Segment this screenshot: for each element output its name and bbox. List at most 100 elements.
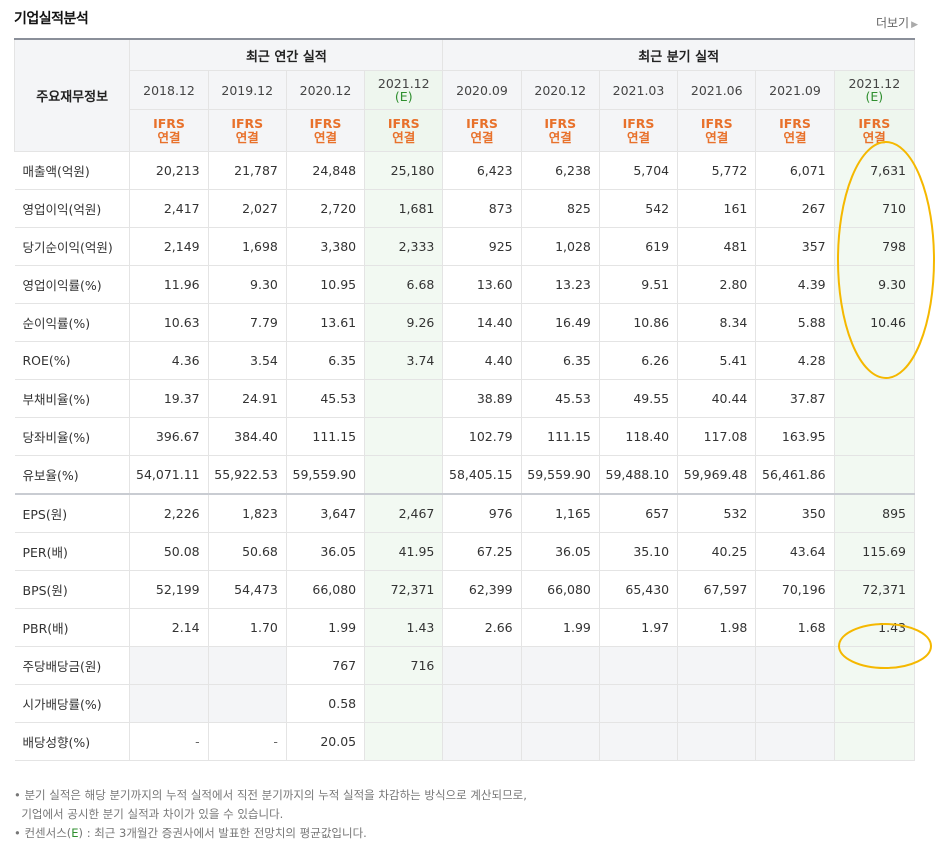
- table-cell: 6.26: [598, 341, 679, 380]
- table-cell: 357: [755, 227, 835, 266]
- ifrs-header-7: IFRS 연결: [677, 109, 757, 152]
- table-cell: [364, 417, 444, 456]
- ifrs-label: IFRS: [622, 115, 655, 131]
- row-label: 배당성향(%): [14, 722, 131, 761]
- table-cell: 58,405.15: [442, 455, 522, 495]
- table-cell: 36.05: [520, 532, 600, 571]
- table-cell: 50.08: [129, 532, 209, 571]
- ifrs-label: IFRS: [779, 115, 811, 131]
- row-label: 순이익률(%): [14, 303, 131, 342]
- consolidated-label: 연결: [157, 129, 181, 145]
- table-cell: 5.41: [677, 341, 757, 380]
- table-cell: [520, 646, 600, 685]
- row-label: 매출액(억원): [14, 151, 131, 190]
- table-row: 순이익률(%) 10.63 7.79 13.61 9.26 14.40 16.49 10.86…: [14, 303, 916, 342]
- row-label: PER(배): [14, 532, 131, 571]
- table-cell: [833, 455, 916, 495]
- table-cell: 161: [677, 189, 757, 228]
- more-link[interactable]: 더보기 ▶: [876, 14, 918, 31]
- table-cell: 710: [833, 189, 916, 228]
- table-cell: 72,371: [364, 570, 444, 609]
- table-cell: 59,559.90: [520, 455, 600, 495]
- period-header-1: 2019.12: [207, 70, 287, 110]
- table-cell: 13.23: [520, 265, 600, 304]
- table-cell: 5,772: [677, 151, 757, 190]
- consolidated-label: 연결: [313, 129, 337, 145]
- ifrs-header-9: IFRS 연결: [833, 109, 916, 152]
- table-cell: 25,180: [364, 151, 444, 190]
- table-cell: 21,787: [207, 151, 287, 190]
- period-label: 2021.06: [690, 82, 743, 98]
- table-cell: [364, 455, 444, 495]
- ifrs-label: IFRS: [544, 115, 577, 131]
- ifrs-header-3: IFRS 연결: [364, 109, 444, 152]
- table-cell: [598, 722, 679, 761]
- table-row: 매출액(억원) 20,213 21,787 24,848 25,180 6,423 6,23…: [14, 151, 916, 190]
- table-cell: 163.95: [755, 417, 835, 456]
- row-label: ROE(%): [14, 341, 131, 380]
- period-label: 2021.12: [848, 76, 901, 91]
- ifrs-header-row: IFRS 연결 IFRS 연결 IFRS 연결 IFRS 연결 IFRS 연결 IFRS 연결 IFRS…: [15, 109, 916, 152]
- footnotes: • 분기 실적은 해당 분기까지의 누적 실적에서 직전 분기까지의 누적 실적…: [14, 786, 527, 843]
- table-cell: 43.64: [755, 532, 835, 571]
- table-cell: 11.96: [129, 265, 209, 304]
- consolidated-label: 연결: [392, 129, 416, 145]
- table-cell: 24,848: [285, 151, 366, 190]
- table-cell: [833, 379, 916, 418]
- section-title: 기업실적분석: [14, 11, 89, 27]
- table-cell: 40.44: [677, 379, 757, 418]
- table-cell: [129, 646, 209, 685]
- table-cell: 10.63: [129, 303, 209, 342]
- table-cell: 384.40: [207, 417, 287, 456]
- table-row: PBR(배) 2.14 1.70 1.99 1.43 2.66 1.99 1.97 1.98 1.…: [14, 608, 916, 647]
- table-cell: 1,681: [364, 189, 444, 228]
- table-cell: 2,720: [285, 189, 366, 228]
- period-header-0: 2018.12: [129, 70, 209, 110]
- table-cell: 10.46: [833, 303, 916, 342]
- table-cell: 6.35: [520, 341, 600, 380]
- table-cell: [364, 722, 444, 761]
- table-row: PER(배) 50.08 50.68 36.05 41.95 67.25 36.05 35.1…: [14, 532, 916, 571]
- table-cell: [442, 646, 522, 685]
- table-cell: 66,080: [285, 570, 366, 609]
- table-cell: 45.53: [520, 379, 600, 418]
- period-label: 2019.12: [221, 82, 274, 98]
- ifrs-header-4: IFRS 연결: [442, 109, 522, 152]
- corner-header: 주요재무정보: [13, 38, 131, 152]
- period-label: 2021.12: [377, 76, 430, 91]
- table-cell: [598, 646, 679, 685]
- estimate-tag: (E): [865, 89, 884, 104]
- table-cell: 54,071.11: [129, 455, 209, 495]
- table-cell: 657: [598, 493, 679, 533]
- ifrs-label: IFRS: [858, 115, 891, 131]
- ifrs-label: IFRS: [387, 115, 420, 131]
- table-cell: 2,027: [207, 189, 287, 228]
- table-cell: 1.68: [755, 608, 835, 647]
- more-label: 더보기: [875, 16, 910, 30]
- table-cell: 976: [442, 493, 522, 533]
- table-cell: 41.95: [364, 532, 444, 571]
- table-cell: 24.91: [207, 379, 287, 418]
- table-cell: [755, 646, 835, 685]
- period-header-7: 2021.06: [677, 70, 757, 110]
- period-header-3: 2021.12 (E): [364, 70, 444, 110]
- table-cell: 70,196: [755, 570, 835, 609]
- ifrs-label: IFRS: [153, 115, 185, 131]
- row-label: 주당배당금(원): [14, 646, 131, 685]
- row-label: BPS(원): [14, 570, 131, 609]
- table-cell: [833, 646, 916, 685]
- table-cell: [520, 684, 600, 723]
- period-header-4: 2020.09: [442, 70, 522, 110]
- table-cell: 532: [677, 493, 757, 533]
- period-label: 2018.12: [143, 82, 195, 98]
- table-cell: 873: [442, 189, 522, 228]
- table-row: 당좌비율(%) 396.67 384.40 111.15 102.79 111.15 118…: [14, 417, 916, 456]
- table-cell: 72,371: [833, 570, 916, 609]
- table-cell: [207, 684, 287, 723]
- consolidated-label: 연결: [470, 129, 494, 145]
- table-cell: 102.79: [442, 417, 522, 456]
- table-cell: 9.51: [598, 265, 679, 304]
- table-cell: 350: [755, 493, 835, 533]
- table-cell: [364, 684, 444, 723]
- ifrs-header-8: IFRS 연결: [755, 109, 835, 152]
